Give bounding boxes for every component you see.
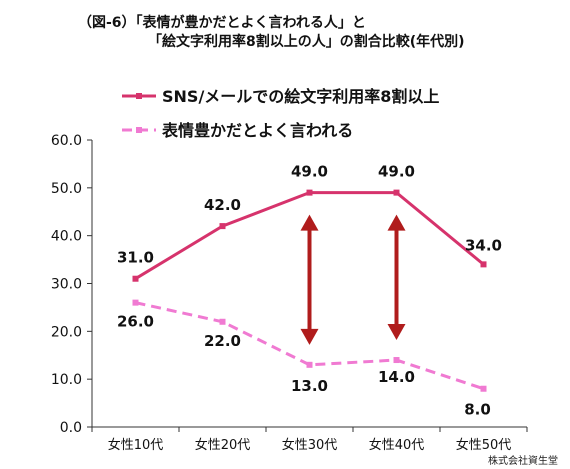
data-point-1: [132, 275, 139, 282]
data-point-1: [480, 261, 487, 268]
chart-title-line-1: （図-6）「表情が豊かだとよく言われる人」と: [78, 15, 366, 31]
x-tick-label: 女性20代: [195, 437, 251, 453]
y-tick-label: 10.0: [51, 372, 82, 388]
legend-label-1: SNS/メールでの絵文字利用率8割以上: [162, 87, 439, 106]
y-tick-label: 40.0: [51, 229, 82, 245]
data-label-1: 49.0: [291, 163, 328, 181]
annotation-arrow-head-up-2: [387, 214, 406, 231]
x-tick-label: 女性50代: [456, 437, 512, 453]
chart-title-line-2: 「絵文字利用率8割以上の人」の割合比較(年代別): [148, 34, 465, 50]
data-point-2: [132, 299, 139, 306]
data-label-2: 26.0: [117, 313, 154, 331]
data-label-2: 22.0: [204, 332, 241, 350]
x-tick-label: 女性40代: [369, 437, 425, 453]
data-point-1: [393, 189, 400, 196]
y-tick-label: 60.0: [51, 133, 82, 149]
data-label-1: 34.0: [465, 236, 502, 254]
annotation-arrow-head-up-1: [300, 214, 319, 231]
legend-marker-1: [136, 93, 142, 99]
data-label-1: 42.0: [204, 196, 241, 214]
y-tick-label: 20.0: [51, 324, 82, 340]
data-point-2: [306, 361, 313, 368]
legend-label-2: 表情豊かだとよく言われる: [161, 121, 353, 140]
data-label-2: 8.0: [464, 401, 491, 419]
data-point-1: [219, 223, 226, 230]
y-tick-label: 50.0: [51, 181, 82, 197]
data-point-2: [480, 385, 487, 392]
data-label-2: 14.0: [378, 368, 415, 386]
data-label-1: 49.0: [378, 163, 415, 181]
data-point-1: [306, 189, 313, 196]
legend-marker-2: [136, 127, 142, 133]
data-point-2: [219, 318, 226, 325]
annotation-arrow-head-down-2: [387, 324, 406, 341]
source-credit: 株式会社資生堂: [488, 456, 558, 467]
data-label-1: 31.0: [117, 249, 154, 267]
y-tick-label: 30.0: [51, 277, 82, 293]
x-tick-label: 女性10代: [108, 437, 164, 453]
y-tick-label: 0.0: [60, 420, 82, 436]
data-label-2: 13.0: [291, 377, 328, 395]
x-tick-label: 女性30代: [282, 437, 338, 453]
chart-title: （図-6）「表情が豊かだとよく言われる人」と 「絵文字利用率8割以上の人」の割合…: [78, 14, 465, 52]
annotation-arrow-head-down-1: [300, 328, 319, 345]
data-point-2: [393, 357, 400, 364]
